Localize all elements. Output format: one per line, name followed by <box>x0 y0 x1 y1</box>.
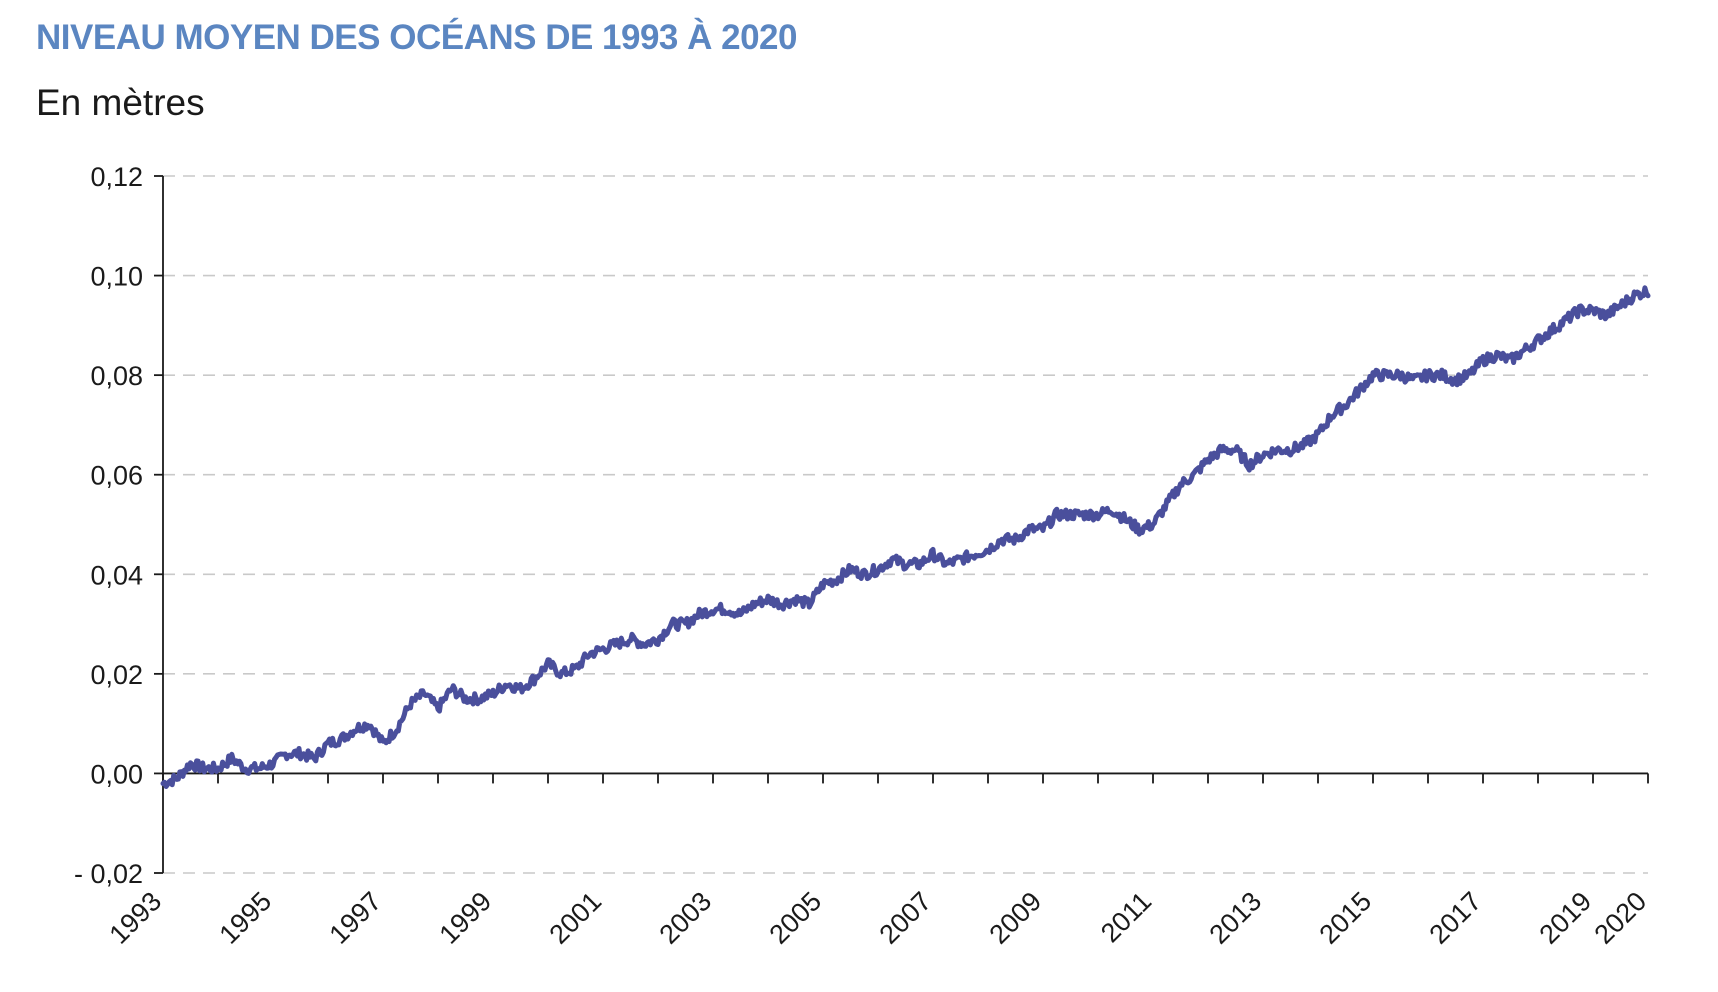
x-tick-label: 2019 <box>1534 886 1598 950</box>
axes <box>162 176 1648 873</box>
series-group <box>160 285 1651 789</box>
series-line <box>160 285 1651 789</box>
y-tick-label: 0,00 <box>90 759 143 789</box>
y-tick-label: 0,02 <box>90 660 143 690</box>
x-tick-label: 1995 <box>214 886 278 950</box>
x-tick-label: 1993 <box>104 886 168 950</box>
y-tick-label: 0,04 <box>90 560 143 590</box>
x-axis-ticks: 1993 1995 1997 1999 2001 2003 2005 2007 2009 2011… <box>104 773 1653 950</box>
y-tick-label: 0,06 <box>90 461 143 491</box>
x-tick-label: 2003 <box>654 886 718 950</box>
y-tick-label: 0,08 <box>90 361 143 391</box>
y-tick-label: - 0,02 <box>74 859 143 889</box>
x-tick-label: 2009 <box>984 886 1048 950</box>
x-tick-label: 2005 <box>764 886 828 950</box>
x-tick-label: 1999 <box>434 886 498 950</box>
x-tick-label: 2017 <box>1424 886 1488 950</box>
y-axis-ticks: - 0,02 0,00 0,02 0,04 0,06 0,08 0,10 0,12 <box>74 162 163 889</box>
x-tick-label: 2001 <box>544 886 608 950</box>
x-tick-label: 2007 <box>874 886 938 950</box>
x-tick-label: 1997 <box>324 886 388 950</box>
gridlines <box>163 175 1648 874</box>
chart-unit-label: En mètres <box>36 82 205 123</box>
y-tick-label: 0,12 <box>90 162 143 192</box>
x-tick-label: 2011 <box>1095 886 1157 948</box>
x-tick-label: 2013 <box>1204 886 1268 950</box>
x-tick-label: 2020 <box>1589 886 1653 950</box>
y-tick-label: 0,10 <box>90 262 143 292</box>
x-tick-label: 2015 <box>1314 886 1378 950</box>
chart-title: NIVEAU MOYEN DES OCÉANS DE 1993 À 2020 <box>36 18 797 57</box>
